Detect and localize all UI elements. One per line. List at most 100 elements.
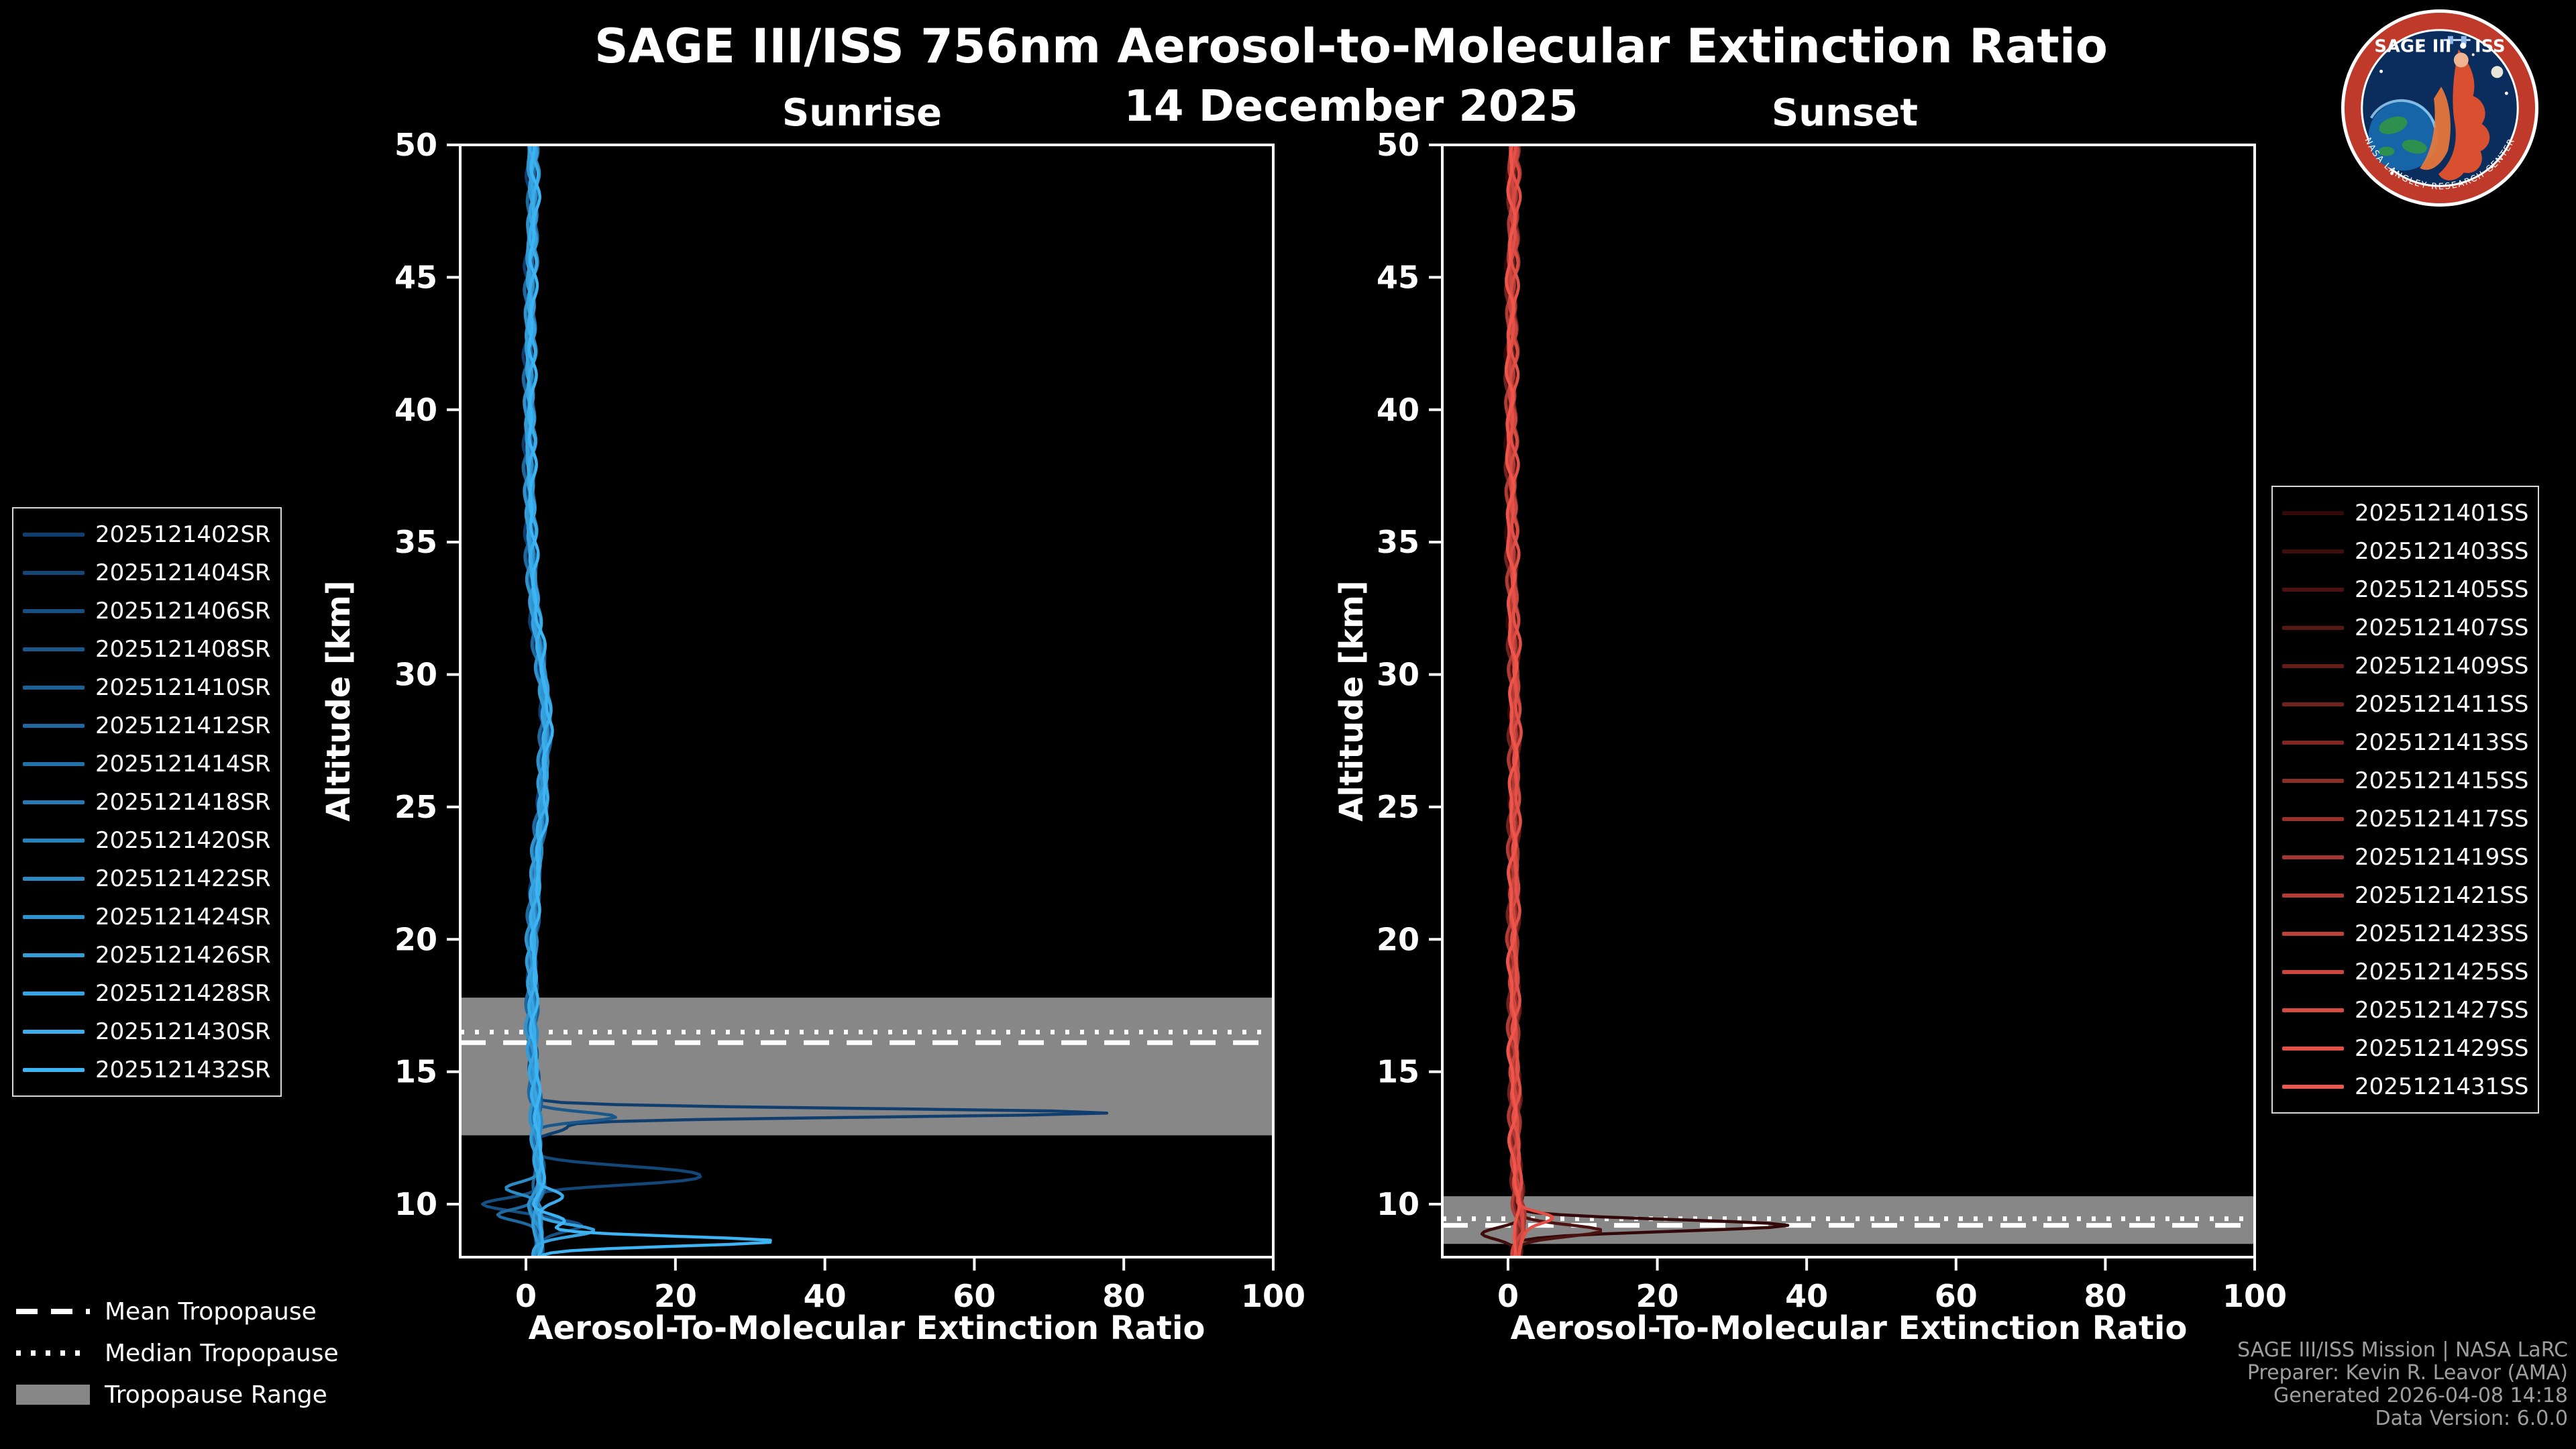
legend-item: 2025121407SS: [2282, 608, 2528, 647]
legend-item: 2025121422SR: [23, 859, 271, 898]
tropopause-range-band: [460, 998, 1273, 1136]
legend-item: 2025121412SR: [23, 706, 271, 745]
legend-item: 2025121408SR: [23, 630, 271, 668]
tropopause-legend: Mean Tropopause Median Tropopause Tropop…: [16, 1295, 339, 1419]
logo-iss-satellite: [2443, 36, 2471, 44]
legend-line-swatch: [23, 685, 85, 690]
y-tick-label: 40: [394, 392, 437, 428]
y-tick-label: 10: [1377, 1186, 1419, 1222]
y-tick-label: 25: [1377, 789, 1419, 825]
legend-label: 2025121422SR: [95, 865, 271, 892]
legend-label: 2025121408SR: [95, 635, 271, 663]
footer-line: Preparer: Kevin R. Leavor (AMA): [2247, 1361, 2568, 1385]
x-tick-label: 80: [2084, 1278, 2127, 1314]
legend-line-swatch: [2282, 778, 2344, 783]
x-tick-label: 0: [515, 1278, 537, 1314]
legend-item: 2025121431SS: [2282, 1067, 2528, 1106]
legend-item: 2025121420SR: [23, 821, 271, 859]
legend-label: 2025121420SR: [95, 826, 271, 854]
logo-stars: [2379, 45, 2508, 175]
y-tick-label: 45: [1377, 259, 1419, 295]
legend-line-swatch: [23, 761, 85, 766]
legend-label: 2025121401SS: [2355, 499, 2529, 527]
legend-line-swatch: [23, 953, 85, 957]
y-tick-label: 15: [1377, 1054, 1419, 1090]
profile-2025121431SS: [1504, 145, 1521, 1257]
legend-item: 2025121410SR: [23, 668, 271, 706]
legend-label: 2025121413SS: [2355, 729, 2529, 756]
logo-figure: [2420, 49, 2490, 180]
x-tick-label: 80: [1102, 1278, 1145, 1314]
y-tick-label: 35: [394, 524, 437, 560]
legend-line-swatch: [2282, 625, 2344, 630]
legend-line-swatch: [23, 1029, 85, 1034]
sage-iii-iss-logo: SAGE III • ISS NASA LANGLEY RESEARCH CEN…: [2341, 9, 2539, 207]
legend-line-swatch: [2282, 1046, 2344, 1051]
legend-label: 2025121424SR: [95, 903, 271, 930]
logo-title-text: SAGE III • ISS: [2374, 37, 2505, 57]
legend-item: 2025121403SS: [2282, 532, 2528, 570]
legend-line-swatch: [23, 570, 85, 575]
panel-sunrise: 0 20 40 60 80 100 10 15 20 25 30 35 40 45 50: [394, 127, 1305, 1314]
legend-label: 2025121414SR: [95, 750, 271, 777]
legend-item: 2025121421SS: [2282, 876, 2528, 914]
y-axis-label-sunset: Altitude [km]: [1333, 580, 1371, 822]
legend-label: 2025121410SR: [95, 674, 271, 701]
legend-line-swatch: [23, 838, 85, 843]
legend-item: 2025121425SS: [2282, 953, 2528, 991]
legend-item: 2025121426SR: [23, 936, 271, 974]
legend-line-swatch: [2282, 931, 2344, 936]
mean-tropopause-label: Mean Tropopause: [105, 1297, 317, 1326]
legend-item: 2025121432SR: [23, 1051, 271, 1089]
legend-label: 2025121432SR: [95, 1056, 271, 1083]
median-tropopause-label: Median Tropopause: [105, 1339, 339, 1367]
y-tick-label: 50: [394, 127, 437, 163]
footer-line: Generated 2026-04-08 14:18: [2273, 1384, 2568, 1407]
tropopause-range-legend-item: Tropopause Range: [16, 1378, 339, 1411]
legend-label: 2025121409SS: [2355, 652, 2529, 680]
legend-label: 2025121412SR: [95, 712, 271, 739]
legend-line-swatch: [23, 800, 85, 804]
legend-line-swatch: [23, 1067, 85, 1072]
legend-item: 2025121413SS: [2282, 723, 2528, 761]
legend-item: 2025121424SR: [23, 898, 271, 936]
legend-line-swatch: [2282, 511, 2344, 515]
logo-earth: [2368, 99, 2438, 171]
legend-item: 2025121419SS: [2282, 838, 2528, 876]
legend-line-swatch: [23, 723, 85, 728]
legend-label: 2025121415SS: [2355, 767, 2529, 794]
plot-frame: [459, 144, 1275, 1258]
legend-item: 2025121409SS: [2282, 647, 2528, 685]
profile-2025121401SS: [1503, 145, 1790, 1257]
page-title: SAGE III/ISS 756nm Aerosol-to-Molecular …: [594, 19, 2108, 74]
legend-item: 2025121418SR: [23, 783, 271, 821]
dashed-line-swatch: [16, 1309, 90, 1314]
legend-item: 2025121427SS: [2282, 991, 2528, 1029]
legend-item: 2025121404SR: [23, 553, 271, 592]
y-tick-label: 15: [394, 1054, 437, 1090]
legend-item: 2025121406SR: [23, 592, 271, 630]
legend-item: 2025121411SS: [2282, 685, 2528, 723]
range-band-swatch: [16, 1385, 90, 1405]
legend-line-swatch: [23, 914, 85, 919]
x-tick-label: 100: [2222, 1278, 2287, 1314]
x-tick-label: 40: [1785, 1278, 1828, 1314]
plot-frame: [1441, 144, 2256, 1258]
x-tick-label: 100: [1241, 1278, 1305, 1314]
legend-line-swatch: [2282, 893, 2344, 898]
legend-label: 2025121406SR: [95, 597, 271, 625]
legend-line-swatch: [23, 532, 85, 537]
legend-item: 2025121429SS: [2282, 1029, 2528, 1067]
y-tick-label: 20: [1377, 921, 1419, 957]
legend-item: 2025121430SR: [23, 1012, 271, 1051]
legend-item: 2025121405SS: [2282, 570, 2528, 608]
legend-line-swatch: [2282, 855, 2344, 859]
legend-label: 2025121418SR: [95, 788, 271, 816]
footer-line: Data Version: 6.0.0: [2375, 1407, 2568, 1430]
legend-label: 2025121405SS: [2355, 576, 2529, 603]
legend-item: 2025121415SS: [2282, 761, 2528, 800]
logo-moon: [2491, 66, 2504, 78]
panel-title-sunset: Sunset: [1771, 91, 1919, 135]
